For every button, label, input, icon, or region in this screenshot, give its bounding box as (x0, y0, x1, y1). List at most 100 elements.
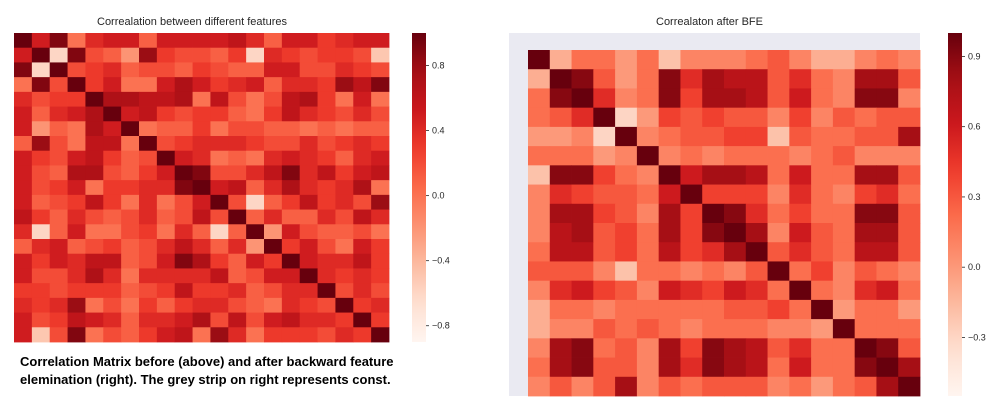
heatmap-1-cell (49, 165, 68, 181)
heatmap-1-cell (14, 47, 33, 63)
heatmap-1-cell (49, 91, 68, 107)
heatmap-1-cell (246, 77, 265, 93)
heatmap-2-cell (724, 242, 747, 262)
heatmap-2-cell (854, 126, 877, 147)
heatmap-2-cell (528, 88, 551, 109)
heatmap-2-cell (811, 319, 834, 339)
heatmap-2-cell (898, 223, 921, 243)
heatmap-1-cell (103, 180, 122, 196)
heatmap-2-cell (898, 69, 921, 89)
heatmap-2-cell (854, 319, 877, 339)
heatmap-1-cell (139, 121, 158, 137)
heatmap-2-cell (702, 165, 725, 185)
heatmap-1-cell (335, 33, 354, 49)
heatmap-2-cell (615, 357, 638, 378)
heatmap-1-cell (317, 91, 336, 107)
heatmap-1-cell (246, 180, 265, 196)
heatmap-1-cell (371, 297, 390, 313)
heatmap-1-cell (228, 33, 247, 49)
heatmap-2-cell (724, 376, 747, 397)
heatmap-2-cell (724, 261, 747, 282)
heatmap-2-cell (549, 319, 572, 339)
heatmap-1-cell (210, 121, 229, 137)
heatmap-1-cell (192, 47, 211, 63)
heatmap-1-cell (210, 312, 229, 328)
heatmap-1-cell (14, 106, 33, 122)
heatmap-2-cell (615, 165, 638, 185)
heatmap-2-cell (549, 242, 572, 262)
heatmap-2-cell (854, 165, 877, 185)
heatmap-2-cell (549, 165, 572, 185)
heatmap-1-cell (31, 209, 51, 225)
heatmap-2-cell (767, 184, 790, 205)
heatmap-1-cell (103, 77, 122, 93)
heatmap-1-cell (174, 253, 193, 269)
heatmap-1-cell (317, 268, 336, 284)
heatmap-1-cell (121, 165, 140, 181)
heatmap-1-cell (317, 150, 336, 166)
heatmap-1-cell (299, 327, 318, 343)
heatmap-1-cell (371, 33, 390, 49)
heatmap-1-cell (335, 224, 354, 240)
heatmap-1-cell (228, 180, 247, 196)
heatmap-2-cell (593, 280, 616, 301)
heatmap-2-cell (636, 357, 660, 378)
heatmap-2-cell (549, 357, 572, 378)
colorbar-1 (412, 33, 426, 342)
heatmap-2-cell (658, 261, 681, 282)
heatmap-2-cell (745, 50, 768, 70)
heatmap-1-cell (49, 312, 68, 328)
heatmap-2-cell (702, 126, 725, 147)
heatmap-2-cell (658, 357, 681, 378)
heatmap-2-cell (658, 69, 681, 89)
heatmap-2-cell (832, 338, 856, 358)
heatmap-1-cell (335, 180, 354, 196)
heatmap-1-cell (317, 253, 336, 269)
heatmap-1-cell (281, 194, 301, 210)
heatmap-1-cell (67, 283, 86, 299)
heatmap-2-cell (636, 242, 660, 262)
heatmap-1-cell (299, 33, 318, 49)
heatmap-2-cell (636, 165, 660, 185)
heatmap-1-cell (192, 194, 211, 210)
heatmap-1-cell (174, 268, 193, 284)
heatmap-1-cell (353, 77, 372, 93)
heatmap-2-cell (876, 69, 899, 89)
heatmap-2-cell (636, 280, 660, 301)
heatmap-2-cell (680, 242, 703, 262)
heatmap-1-cell (67, 150, 86, 166)
heatmap-2-cell (854, 242, 877, 262)
heatmap-2-cell (767, 338, 790, 358)
heatmap-1-cell (371, 136, 390, 152)
heatmap-1-cell (67, 224, 86, 240)
heatmap-1-cell (31, 91, 51, 107)
heatmap-2-cell (680, 146, 703, 166)
heatmap-2-cell (876, 203, 899, 224)
heatmap-1-cell (139, 47, 158, 63)
heatmap-2-cell (811, 126, 834, 147)
heatmap-2-cell (571, 357, 594, 378)
heatmap-1-cell (192, 136, 211, 152)
heatmap-2-cell (593, 242, 616, 262)
heatmap-2-cell (636, 376, 660, 397)
heatmap-2-cell (745, 203, 768, 224)
heatmap-1-cell (31, 224, 51, 240)
heatmap-2-cell (528, 107, 551, 128)
heatmap-2-cell (832, 319, 856, 339)
heatmap-2-cell (898, 107, 921, 128)
heatmap-2-cell (724, 203, 747, 224)
heatmap-1-cell (353, 180, 372, 196)
heatmap-2-cell (876, 261, 899, 282)
heatmap-1-cell (156, 297, 176, 313)
heatmap-1-cell (371, 62, 390, 78)
heatmap-1-cell (353, 91, 372, 107)
heatmap-1-cell (67, 136, 86, 152)
heatmap-2-cell (811, 184, 834, 205)
heatmap-2-cell (745, 165, 768, 185)
heatmap-2-cell (854, 107, 877, 128)
heatmap-2-cell (615, 50, 638, 70)
heatmap-2-cell (702, 338, 725, 358)
heatmap-1-cell (174, 180, 193, 196)
heatmap-1-cell (31, 150, 51, 166)
